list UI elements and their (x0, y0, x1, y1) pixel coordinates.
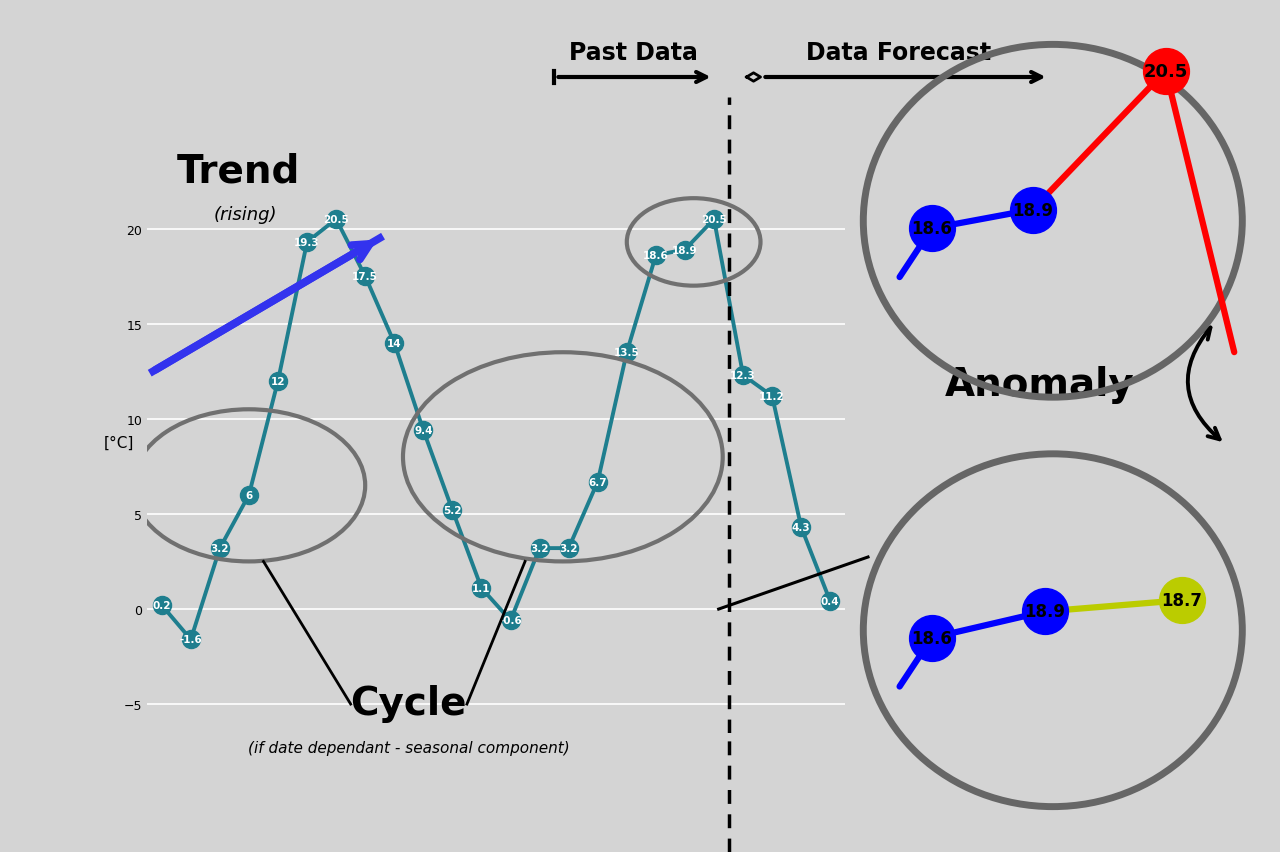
Text: 18.9: 18.9 (1024, 602, 1065, 621)
Text: 0.2: 0.2 (152, 601, 172, 610)
Text: -0.6: -0.6 (499, 616, 522, 625)
Text: 18.9: 18.9 (672, 245, 698, 256)
Text: 6.7: 6.7 (589, 477, 607, 487)
Text: 5.2: 5.2 (443, 505, 462, 515)
Text: Anomaly: Anomaly (945, 366, 1135, 404)
Text: (if date dependant - seasonal component): (if date dependant - seasonal component) (248, 740, 570, 755)
Text: -1.6: -1.6 (179, 635, 202, 645)
Text: 4.3: 4.3 (792, 522, 810, 532)
Text: 12.3: 12.3 (730, 371, 756, 381)
Text: (rising): (rising) (214, 206, 278, 224)
Text: 3.2: 3.2 (211, 544, 229, 554)
Text: 9.4: 9.4 (415, 426, 433, 435)
Text: Trend: Trend (177, 152, 300, 190)
Text: 20.5: 20.5 (1143, 62, 1188, 81)
Text: 3.2: 3.2 (530, 544, 549, 554)
Text: 20.5: 20.5 (324, 215, 349, 225)
Text: 14: 14 (387, 338, 402, 348)
Text: 18.9: 18.9 (1012, 201, 1053, 219)
Text: Cycle: Cycle (351, 684, 467, 722)
Y-axis label: [°C]: [°C] (104, 435, 134, 451)
Text: 18.6: 18.6 (643, 251, 668, 261)
Text: 11.2: 11.2 (759, 392, 785, 401)
Text: 3.2: 3.2 (559, 544, 577, 554)
Text: 20.5: 20.5 (701, 215, 727, 225)
Text: 1.1: 1.1 (472, 584, 490, 593)
Text: 17.5: 17.5 (352, 272, 378, 282)
Text: 18.7: 18.7 (1161, 591, 1202, 609)
Text: 0.4: 0.4 (820, 596, 840, 607)
Text: Past Data: Past Data (570, 41, 698, 65)
Text: 19.3: 19.3 (294, 238, 320, 248)
Text: 18.6: 18.6 (911, 629, 952, 647)
Text: 13.5: 13.5 (614, 348, 640, 358)
Text: 18.6: 18.6 (911, 220, 952, 238)
Text: 6: 6 (246, 490, 252, 500)
Text: 12: 12 (271, 377, 285, 386)
Text: Data Forecast: Data Forecast (806, 41, 991, 65)
